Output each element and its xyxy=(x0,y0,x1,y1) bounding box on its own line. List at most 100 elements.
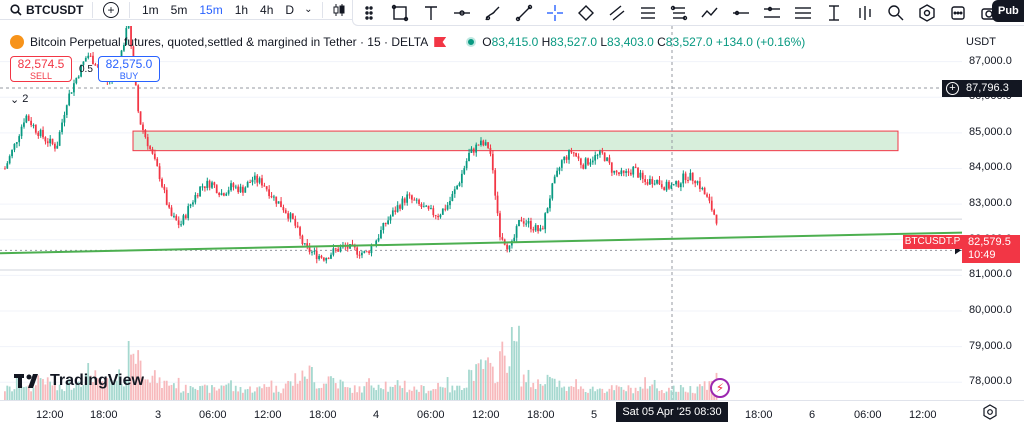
candle-body xyxy=(637,167,639,178)
interval-4h[interactable]: 4h xyxy=(260,2,274,17)
candle-body xyxy=(363,251,366,253)
volume-bar xyxy=(648,386,651,400)
candle-body xyxy=(53,143,56,149)
vertical-lines-tool[interactable] xyxy=(849,1,880,25)
candle-body xyxy=(563,156,566,161)
time-label: 06:00 xyxy=(854,409,882,421)
volume-bar xyxy=(234,385,237,400)
path-tool[interactable] xyxy=(570,1,601,25)
drag-handle[interactable] xyxy=(353,1,384,25)
volume-bar xyxy=(42,379,44,400)
volume-bar xyxy=(170,384,173,400)
brush-tool[interactable] xyxy=(477,1,508,25)
candle-body xyxy=(82,61,85,65)
parallel-channel-tool[interactable] xyxy=(601,1,632,25)
volume-bar xyxy=(382,389,385,400)
candle-body xyxy=(537,225,539,232)
volume-bar xyxy=(13,389,16,400)
volume-bar xyxy=(261,388,263,400)
volume-bar xyxy=(346,387,349,400)
collapse-indicators-button[interactable]: ⌄ 2 xyxy=(10,92,34,106)
volume-bar xyxy=(596,389,599,400)
candle-body xyxy=(289,213,292,219)
settings-tool[interactable] xyxy=(911,1,942,25)
text-tool-icon xyxy=(424,5,437,20)
interval-5m[interactable]: 5m xyxy=(170,2,188,17)
volume-bar xyxy=(701,386,704,400)
volume-bar xyxy=(11,391,13,400)
chart-type-button[interactable] xyxy=(329,3,349,17)
horizontal-ray-tool[interactable] xyxy=(446,1,477,25)
candle-body xyxy=(668,181,670,189)
candle-body xyxy=(318,255,320,260)
text-tool[interactable] xyxy=(415,1,446,25)
candle-body xyxy=(594,155,597,161)
horizontal-ray-icon xyxy=(453,9,470,16)
add-alert-icon[interactable]: + xyxy=(946,82,959,95)
symbol-search[interactable]: BTCUSDT xyxy=(0,3,86,17)
flag-icon[interactable] xyxy=(434,37,447,47)
volume-bar xyxy=(465,387,468,400)
volume-bar xyxy=(296,383,299,400)
candle-body xyxy=(482,140,485,146)
more-tool[interactable] xyxy=(942,1,973,25)
buy-button[interactable]: 82,575.0 BUY xyxy=(98,56,160,82)
volume-bar xyxy=(656,388,658,400)
time-label: 6 xyxy=(809,409,816,421)
node-path-tool[interactable] xyxy=(663,1,694,25)
candle-body xyxy=(432,208,435,216)
ruler-icon xyxy=(828,4,839,21)
candle-body xyxy=(491,153,494,171)
volume-bar xyxy=(515,341,518,400)
volume-bar xyxy=(679,384,682,400)
crosshair-tool[interactable] xyxy=(539,1,570,25)
candle-body xyxy=(425,205,428,207)
volume-bar xyxy=(425,393,428,400)
gear-icon[interactable] xyxy=(982,404,998,420)
publish-button[interactable]: Pub xyxy=(992,0,1024,22)
time-axis[interactable]: 12:00 18:00 3 06:00 12:00 18:00 4 06:00 … xyxy=(0,400,1024,426)
fib-tool[interactable] xyxy=(632,1,663,25)
candle-body xyxy=(506,244,508,250)
candle-body xyxy=(694,181,696,184)
lightning-icon[interactable]: ⚡ xyxy=(710,378,730,398)
price-tick: 87,000.0 xyxy=(969,54,1012,67)
magnifier-icon xyxy=(887,4,903,20)
volume-bar xyxy=(396,380,399,400)
volume-bar xyxy=(70,389,73,400)
volume-bar xyxy=(111,382,113,400)
sell-button[interactable]: 82,574.5 SELL xyxy=(10,56,72,82)
interval-1m[interactable]: 1m xyxy=(142,2,159,17)
interval-1h[interactable]: 1h xyxy=(234,2,249,17)
price-tick: 78,000.0 xyxy=(969,375,1012,388)
trendline-tool[interactable] xyxy=(508,1,539,25)
cross-line-tool[interactable] xyxy=(787,1,818,25)
candle-body xyxy=(237,186,240,193)
candle-body xyxy=(615,170,618,173)
zoom-tool[interactable] xyxy=(880,1,911,25)
volume-bar xyxy=(80,386,82,400)
horizontal-line-tool[interactable] xyxy=(725,1,756,25)
candle-body xyxy=(230,183,232,191)
zigzag-tool[interactable] xyxy=(694,1,725,25)
candle-body xyxy=(651,178,654,185)
axis-currency[interactable]: USDT xyxy=(966,36,996,48)
volume-bar xyxy=(61,389,63,400)
candle-body xyxy=(146,137,149,147)
candle-body xyxy=(89,55,92,57)
candle-body xyxy=(648,178,651,185)
volume-bar xyxy=(315,388,318,400)
multi-line-tool[interactable] xyxy=(756,1,787,25)
tradingview-logo[interactable]: TradingView xyxy=(14,372,144,390)
interval-15m[interactable]: 15m xyxy=(199,2,223,17)
rectangle-tool[interactable] xyxy=(384,1,415,25)
brush-icon xyxy=(484,6,499,20)
ruler-tool[interactable] xyxy=(818,1,849,25)
price-chart[interactable] xyxy=(0,26,962,400)
compare-add-button[interactable]: + xyxy=(103,1,119,18)
interval-d[interactable]: D xyxy=(285,2,295,17)
candle-body xyxy=(213,182,216,186)
chevron-down-icon[interactable]: ⌄ xyxy=(304,4,313,15)
chevron-down-icon: ⌄ xyxy=(10,93,20,106)
candle-body xyxy=(670,185,673,189)
